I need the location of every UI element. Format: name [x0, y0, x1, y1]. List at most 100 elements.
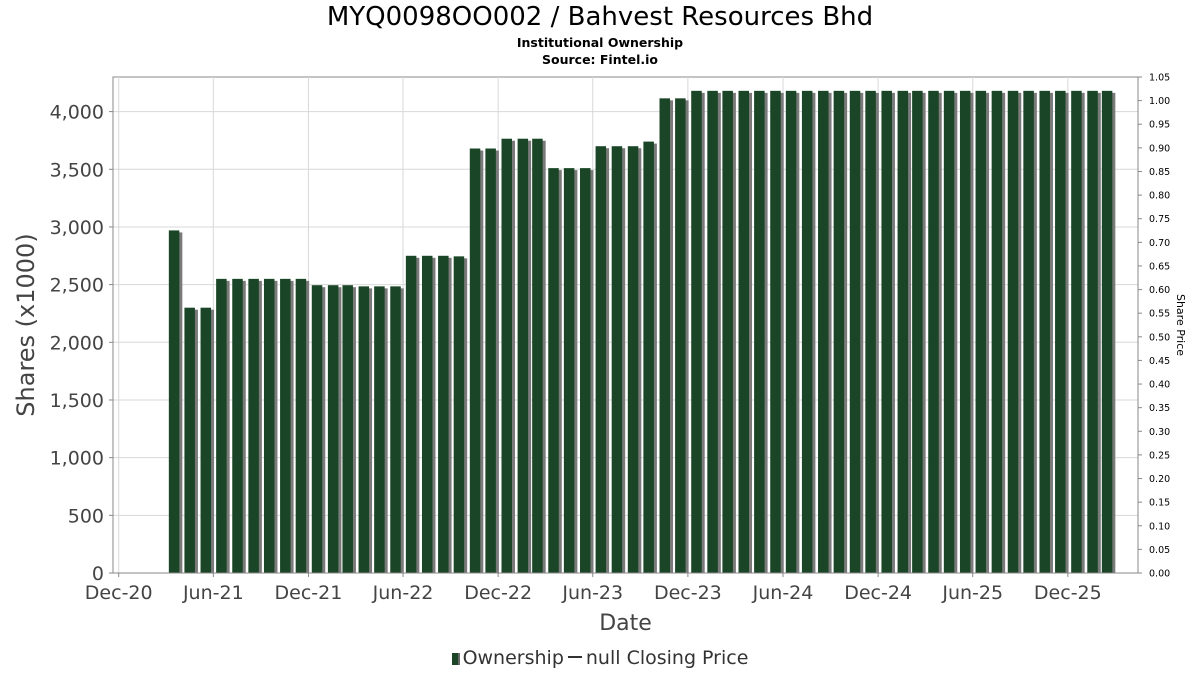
- y2-tick-label: 1.05: [1149, 73, 1170, 84]
- bar: [707, 90, 718, 573]
- bar: [358, 286, 370, 573]
- bar: [833, 90, 845, 573]
- y2-tick-label: 0.30: [1149, 427, 1170, 438]
- x-tick-label: Jun-21: [182, 582, 244, 604]
- y-tick-label: 0: [92, 563, 104, 585]
- bar: [801, 90, 813, 573]
- y2-tick-label: 0.65: [1149, 261, 1170, 272]
- chart-source: Source: Fintel.io: [542, 52, 658, 67]
- bar: [200, 307, 212, 573]
- bars: [168, 90, 1116, 574]
- bar: [579, 168, 591, 573]
- bar: [1071, 90, 1082, 573]
- x-tick-label: Dec-21: [275, 582, 343, 604]
- bar: [928, 90, 939, 573]
- bar: [659, 98, 671, 573]
- bar: [532, 138, 543, 574]
- legend: Ownership null Closing Price: [0, 647, 1200, 669]
- bar: [1007, 90, 1019, 573]
- y2-tick-label: 0.35: [1149, 403, 1170, 414]
- chart-subtitle: Institutional Ownership: [516, 35, 684, 50]
- bar: [738, 90, 750, 573]
- bar: [374, 286, 385, 573]
- x-tick-label: Jun-25: [941, 582, 1003, 604]
- ownership-swatch-icon: [451, 653, 460, 665]
- x-tick-label: Dec-22: [464, 582, 532, 604]
- y2-tick-label: 0.85: [1149, 167, 1170, 178]
- x-tick-label: Jun-24: [752, 582, 814, 604]
- y2-tick-label: 0.00: [1149, 569, 1170, 580]
- y2-tick-label: 0.55: [1149, 309, 1170, 320]
- bar: [248, 278, 259, 573]
- bar: [881, 90, 892, 573]
- bar: [342, 285, 353, 573]
- legend-item-ownership: Ownership: [462, 647, 564, 669]
- bar: [991, 90, 1003, 573]
- bar: [865, 90, 876, 573]
- y2-tick-label: 0.05: [1149, 545, 1170, 556]
- bar: [1023, 90, 1034, 573]
- y2-tick-label: 1.00: [1149, 96, 1170, 107]
- legend-item-closing-price: null Closing Price: [585, 647, 749, 669]
- bar: [390, 286, 401, 573]
- bar: [405, 255, 417, 573]
- y-tick-label: 4,000: [50, 102, 104, 124]
- bar: [548, 168, 559, 573]
- x-tick-label: Dec-23: [654, 582, 722, 604]
- bar: [327, 285, 339, 573]
- x-axis-label: Date: [599, 611, 652, 636]
- y2-tick-label: 0.45: [1149, 356, 1170, 367]
- y2-axis: 0.00 0.05 0.10 0.15 0.20 0.25 0.30 0.35 0.40 0.45…: [1137, 73, 1170, 580]
- bar: [485, 148, 496, 573]
- bar: [232, 278, 243, 573]
- y2-tick-label: 0.50: [1149, 332, 1170, 343]
- y2-tick-label: 0.60: [1149, 285, 1170, 296]
- y-tick-label: 3,500: [50, 159, 104, 181]
- chart-title: MYQ0098OO002 / Bahvest Resources Bhd: [326, 2, 874, 32]
- y-axis: 0 500 1,000 1,500 2,000 2,500 3,000 3,500 4,000: [50, 77, 114, 585]
- bar: [1055, 90, 1066, 573]
- bar: [722, 90, 733, 573]
- y-tick-label: 3,000: [50, 217, 104, 239]
- bar: [595, 146, 607, 574]
- bar: [897, 90, 909, 573]
- y-tick-label: 1,000: [50, 448, 104, 470]
- bar: [184, 307, 195, 573]
- x-tick-label: Dec-20: [85, 582, 153, 604]
- x-axis: Dec-20 Jun-21 Dec-21 Jun-22 Dec-22 Jun-23 Dec-…: [85, 572, 1138, 604]
- bar: [785, 90, 797, 573]
- bar: [611, 146, 623, 574]
- bar: [438, 255, 449, 573]
- bar: [943, 90, 955, 573]
- bar: [563, 168, 575, 573]
- bar: [469, 148, 481, 573]
- bar: [311, 285, 323, 573]
- y-tick-label: 2,000: [50, 332, 104, 354]
- y2-tick-label: 0.20: [1149, 474, 1170, 485]
- bar: [501, 138, 512, 574]
- bar: [627, 146, 639, 574]
- y-tick-label: 2,500: [50, 275, 104, 297]
- y2-tick-label: 0.70: [1149, 238, 1170, 249]
- bar: [295, 278, 307, 573]
- bar: [1101, 90, 1113, 573]
- bar: [912, 90, 923, 573]
- x-tick-label: Dec-24: [844, 582, 912, 604]
- bar: [453, 256, 465, 573]
- bar: [280, 278, 291, 573]
- bar: [754, 90, 765, 573]
- bar: [517, 138, 529, 574]
- bar: [1087, 90, 1098, 573]
- y2-tick-label: 0.80: [1149, 191, 1170, 202]
- bar: [675, 98, 686, 573]
- bar: [168, 230, 180, 574]
- x-tick-label: Dec-25: [1034, 582, 1102, 604]
- y2-tick-label: 0.40: [1149, 380, 1170, 391]
- line-legend-icon: [567, 656, 582, 658]
- y-tick-label: 500: [68, 505, 104, 527]
- bar: [959, 90, 971, 573]
- x-tick-label: Jun-23: [561, 582, 623, 604]
- y2-tick-label: 0.75: [1149, 214, 1170, 225]
- y-tick-label: 1,500: [50, 390, 104, 412]
